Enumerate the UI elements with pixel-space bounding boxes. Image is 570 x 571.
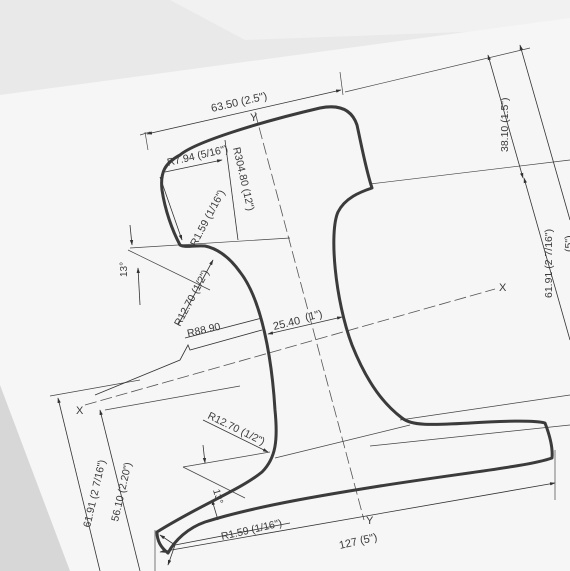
axis-y-bottom-label: Y — [366, 515, 374, 527]
paper-sheet — [0, 18, 570, 571]
dim-left-height-b — [99, 409, 141, 571]
leader-r159-base-c — [167, 544, 176, 566]
angle-head-top — [129, 224, 134, 246]
leader-r1270-bottom — [202, 419, 269, 453]
dim-base-width — [159, 482, 556, 553]
leader-r30480 — [224, 139, 239, 241]
angle-base-top — [202, 444, 207, 464]
dim-web-height-label: 61.91 (2 7/16") — [543, 229, 555, 298]
leader-r159-base — [174, 522, 291, 546]
horizontal-centerline — [84, 288, 496, 406]
dim-head-height — [487, 54, 524, 179]
dim-head-width — [146, 89, 342, 135]
dim-overall-partial-label: (5") — [563, 235, 570, 252]
dim-head-height-label: 38.10 (1.5") — [499, 97, 511, 152]
axis-x-right-label: X — [499, 282, 507, 294]
angle-head-label: 13° — [119, 262, 130, 277]
leader-r159-head — [159, 176, 183, 241]
leader-r794 — [164, 159, 223, 173]
paper-sheet-back-edge — [170, 0, 570, 40]
dim-web-height — [523, 177, 570, 341]
axis-y-top-label: Y — [250, 112, 258, 124]
dim-right-long — [519, 44, 570, 221]
angle-base-label: 13° — [210, 488, 225, 505]
dim-web-thickness — [267, 316, 343, 335]
extension-lines — [49, 47, 570, 571]
angle-base-bottom — [211, 499, 219, 521]
axis-x-left-label: X — [76, 405, 84, 417]
break-line — [94, 329, 263, 396]
leader-r8890 — [184, 317, 263, 339]
dim-web-thickness-in-label: (1") — [304, 308, 324, 324]
leader-r1270-top — [177, 259, 214, 326]
angle-head-bottom — [136, 267, 141, 306]
dim-left-height-a — [57, 397, 101, 571]
vertical-centerline — [254, 111, 365, 521]
rail-profile-outline — [155, 105, 554, 555]
